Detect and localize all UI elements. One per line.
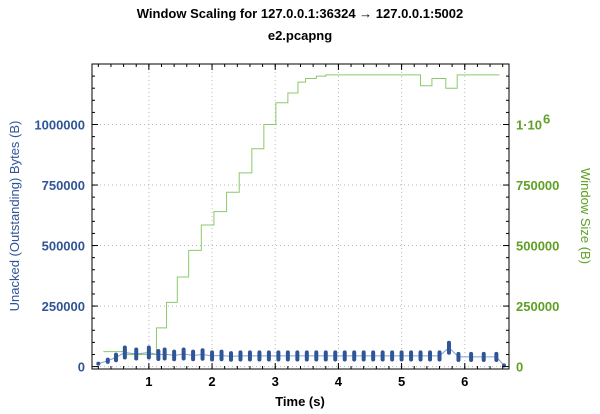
- unacked-bytes-point: [114, 352, 119, 363]
- y-axis-label-right: Window Size (B): [578, 168, 593, 264]
- y-axis-label-left: Unacked (Outstanding) Bytes (B): [7, 121, 22, 312]
- x-tick-label: 2: [208, 374, 215, 389]
- y-right-tick-label: 500000: [516, 239, 559, 254]
- unacked-bytes-point: [380, 350, 385, 362]
- window-size-series: [103, 74, 500, 355]
- unacked-bytes-point: [276, 350, 281, 362]
- unacked-bytes-point: [191, 349, 196, 362]
- unacked-bytes-point: [409, 350, 414, 362]
- unacked-bytes-point: [371, 350, 376, 362]
- unacked-bytes-point: [494, 351, 499, 362]
- y-left-tick-label: 1000000: [34, 118, 85, 133]
- y-right-tick-label: 250000: [516, 299, 559, 314]
- unacked-bytes-point: [437, 350, 442, 362]
- grid-lines: [92, 64, 509, 369]
- unacked-bytes-point: [342, 350, 347, 362]
- unacked-bytes-point: [238, 350, 243, 362]
- y-right-tick-label: 1·10: [516, 118, 542, 133]
- unacked-bytes-point: [361, 350, 366, 362]
- unacked-bytes-point: [210, 350, 215, 362]
- chart-subtitle: e2.pcapng: [268, 28, 332, 43]
- unacked-bytes-point: [105, 357, 110, 364]
- plot-area: [91, 63, 510, 370]
- y-left-tick-label: 500000: [42, 239, 85, 254]
- unacked-bytes-point: [428, 350, 433, 362]
- unacked-bytes-series: [96, 340, 506, 368]
- unacked-bytes-point: [446, 340, 451, 355]
- unacked-bytes-point: [456, 351, 461, 362]
- x-tick-label: 3: [272, 374, 279, 389]
- y-right-tick-label: 750000: [516, 178, 559, 193]
- axis-ticks: 1 2 3 4 5 6 0 250000 500000 750000 1000000 0 250000 5…: [34, 64, 559, 389]
- unacked-bytes-point: [304, 350, 309, 362]
- y-right-tick-label: 0: [516, 360, 523, 375]
- window-size-line: [103, 74, 500, 355]
- unacked-bytes-point: [229, 351, 233, 362]
- unacked-bytes-point: [323, 350, 328, 362]
- x-tick-label: 5: [398, 374, 405, 389]
- x-tick-label: 1: [145, 374, 152, 389]
- unacked-bytes-point: [200, 348, 205, 361]
- unacked-bytes-point: [122, 345, 127, 360]
- y-left-tick-label: 750000: [42, 178, 85, 193]
- chart-title: Window Scaling for 127.0.0.1:36324 → 127…: [137, 6, 464, 21]
- unacked-bytes-point: [481, 351, 486, 362]
- y-left-tick-label: 0: [78, 360, 85, 375]
- unacked-bytes-point: [257, 350, 262, 362]
- x-axis-label: Time (s): [275, 394, 325, 409]
- unacked-bytes-point: [96, 361, 101, 366]
- y-left-tick-label: 250000: [42, 299, 85, 314]
- y-right-tick-exponent: 6: [543, 112, 550, 127]
- unacked-bytes-point: [285, 350, 290, 362]
- unacked-bytes-point: [146, 345, 151, 360]
- unacked-bytes-point: [162, 347, 167, 361]
- unacked-bytes-point: [266, 350, 271, 362]
- x-tick-label: 6: [461, 374, 468, 389]
- unacked-bytes-point: [469, 351, 474, 362]
- unacked-bytes-point: [390, 350, 395, 362]
- unacked-bytes-point: [295, 350, 300, 362]
- unacked-bytes-point: [134, 347, 139, 361]
- unacked-bytes-point: [247, 350, 252, 362]
- unacked-bytes-point: [172, 349, 177, 362]
- unacked-bytes-point: [418, 350, 423, 362]
- unacked-bytes-point: [399, 350, 404, 362]
- unacked-bytes-point: [219, 349, 224, 362]
- unacked-bytes-point: [181, 347, 186, 361]
- unacked-bytes-point: [156, 348, 161, 361]
- unacked-bytes-point: [333, 350, 338, 362]
- unacked-bytes-point: [352, 350, 357, 362]
- unacked-bytes-point: [314, 350, 319, 362]
- x-tick-label: 4: [335, 374, 343, 389]
